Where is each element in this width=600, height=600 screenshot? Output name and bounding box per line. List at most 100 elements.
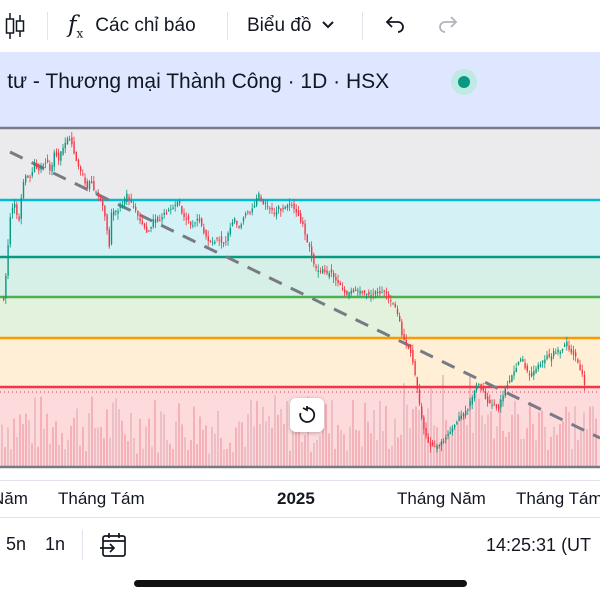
volume-bar — [85, 451, 87, 466]
candle-body — [467, 409, 469, 411]
volume-bar — [535, 440, 537, 466]
volume-bar — [511, 414, 513, 466]
candle-body — [370, 295, 372, 297]
volume-bar — [487, 414, 489, 466]
candle-body — [157, 217, 159, 222]
candle-body — [449, 431, 451, 434]
volume-bar — [349, 426, 351, 466]
candle-body — [513, 371, 515, 376]
volume-bar — [361, 446, 363, 466]
indicators-button[interactable]: fx Các chỉ báo — [68, 0, 196, 52]
redo-icon — [437, 15, 459, 38]
volume-bar — [364, 402, 366, 466]
reset-chart-button[interactable] — [290, 398, 324, 432]
volume-bar — [61, 432, 63, 466]
clock-timezone[interactable]: 14:25:31 (UT — [486, 535, 592, 555]
candle-body — [456, 421, 458, 424]
candle-body — [559, 351, 561, 354]
top-toolbar: fx Các chỉ báo Biểu đồ — [0, 0, 600, 53]
toolbar-divider — [227, 12, 228, 40]
candle-body — [344, 289, 346, 293]
volume-bar — [100, 426, 102, 466]
volume-bar — [97, 427, 99, 466]
symbol-legend[interactable]: ầu tư - Thương mại Thành Công · 1D · HSX — [0, 60, 497, 104]
volume-bar — [331, 400, 333, 466]
volume-bar — [565, 406, 567, 466]
volume-bar — [202, 429, 204, 466]
candle-body — [418, 389, 421, 404]
x-tick-label: Tháng Năm — [397, 489, 486, 508]
volume-bar — [469, 374, 471, 466]
candle-body — [381, 292, 383, 294]
trendline[interactable] — [9, 150, 600, 440]
volume-bar — [10, 449, 12, 466]
redo-button[interactable] — [437, 0, 459, 52]
volume-bar — [298, 413, 300, 466]
candle-body — [20, 197, 22, 219]
candlestick-chart-icon[interactable] — [4, 0, 26, 52]
chart-type-dropdown[interactable]: Biểu đồ — [247, 0, 335, 52]
candle-body — [150, 226, 152, 229]
candle-body — [11, 207, 14, 214]
volume-bar — [109, 437, 111, 466]
candle-body — [451, 428, 454, 432]
volume-bar — [340, 429, 342, 466]
candle-body — [539, 364, 542, 367]
volume-bar — [304, 435, 306, 466]
candle-body — [137, 210, 139, 216]
candle-body — [531, 372, 533, 377]
candle-body — [53, 152, 55, 167]
range-1-year-button[interactable]: 1n — [45, 534, 66, 554]
candle-body — [161, 217, 163, 220]
bottom-divider — [82, 530, 83, 560]
volume-bar — [406, 404, 408, 466]
candle-body — [154, 219, 157, 224]
candle-body — [566, 341, 568, 347]
price-chart[interactable] — [0, 52, 600, 480]
volume-bar — [262, 406, 264, 466]
volume-bar — [25, 413, 27, 466]
candle-body — [434, 446, 436, 448]
volume-bar — [82, 426, 84, 466]
candle-body — [194, 222, 196, 224]
candle-body — [119, 206, 121, 208]
volume-bar — [178, 403, 180, 466]
volume-bar — [247, 414, 249, 466]
volume-bar — [106, 409, 108, 466]
candle-body — [399, 315, 401, 322]
volume-bar — [169, 443, 171, 466]
range-5-years-button[interactable]: 5n — [6, 534, 27, 554]
candle-body — [366, 293, 368, 295]
candle-body — [176, 202, 179, 206]
candle-body — [126, 193, 128, 202]
indicators-label: Các chỉ báo — [95, 15, 196, 36]
symbol-title: ầu tư - Thương mại Thành Công · 1D · HSX — [0, 70, 390, 93]
chart-type-label: Biểu đồ — [247, 15, 312, 36]
volume-bar — [166, 440, 168, 466]
volume-bar — [229, 442, 231, 466]
go-to-date-button[interactable] — [100, 531, 128, 564]
candle-body — [110, 212, 113, 245]
volume-bar — [367, 421, 369, 466]
candle-body — [471, 397, 473, 405]
candle-body — [62, 147, 64, 155]
candle-body — [328, 273, 330, 277]
candle-body — [80, 167, 82, 172]
x-tick-label: Tháng Tám — [516, 489, 600, 508]
volume-bar — [145, 426, 147, 466]
volume-bar — [52, 427, 54, 466]
candle-body — [143, 223, 146, 228]
candle-body — [535, 368, 537, 373]
volume-bar — [523, 438, 525, 466]
volume-bar — [253, 426, 255, 466]
volume-bar — [64, 449, 66, 466]
candle-body — [526, 365, 528, 372]
candle-body — [572, 350, 575, 355]
candle-body — [152, 219, 154, 227]
volume-bar — [589, 406, 591, 466]
candle-body — [214, 241, 216, 244]
volume-bar — [391, 445, 393, 466]
undo-button[interactable] — [384, 0, 406, 52]
candle-body — [392, 302, 394, 304]
reset-icon — [299, 406, 316, 423]
